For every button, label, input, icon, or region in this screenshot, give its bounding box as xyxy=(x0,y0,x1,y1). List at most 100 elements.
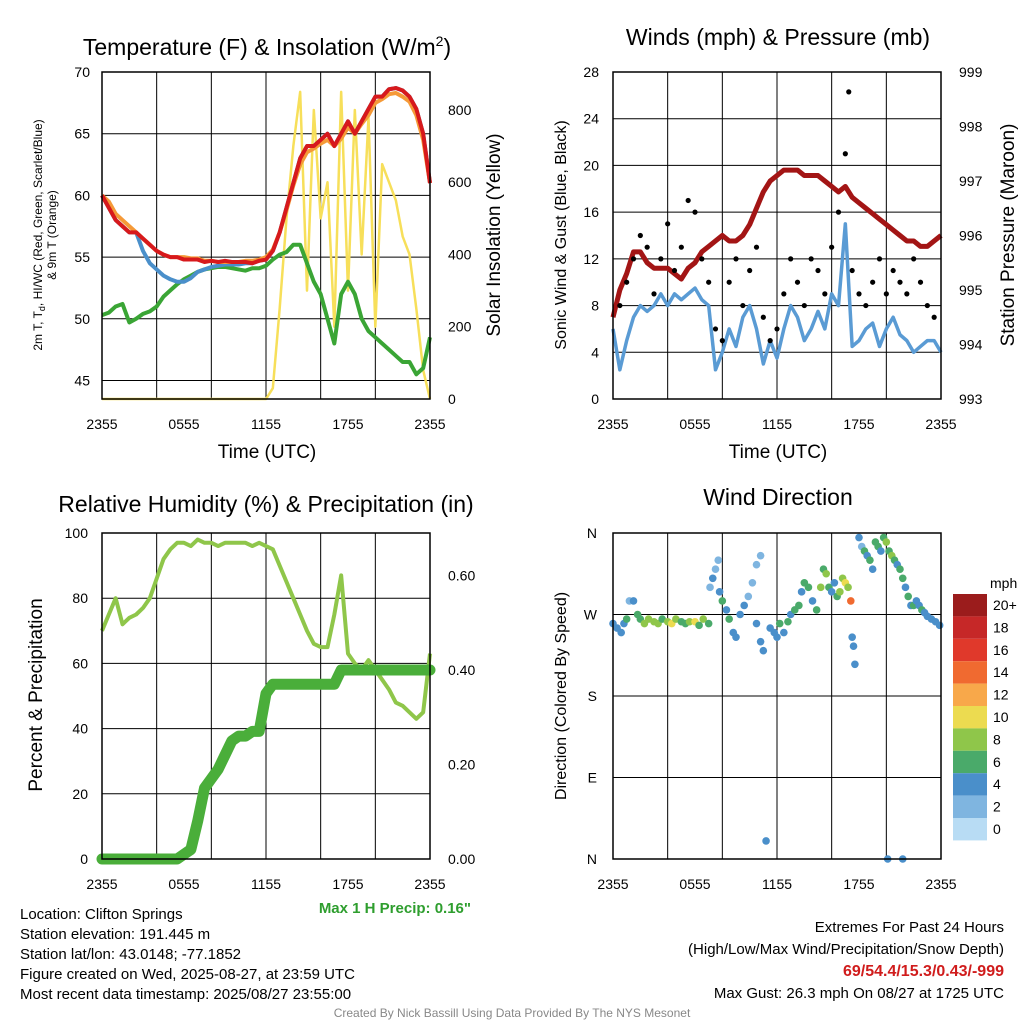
gust-point xyxy=(658,256,664,262)
temp-x-tick-label: 1155 xyxy=(251,416,281,432)
temp-right-axis-label: Solar Insolation (Yellow) xyxy=(484,133,505,336)
gust-point xyxy=(685,197,691,204)
wind-x-tick-label: 2355 xyxy=(597,416,628,432)
gust-point xyxy=(829,244,835,250)
wind-left-tick-label: 24 xyxy=(583,111,599,127)
speed-legend-label: 20+ xyxy=(993,597,1017,613)
wind-panel-title: Winds (mph) & Pressure (mb) xyxy=(626,24,930,50)
direction-point xyxy=(706,583,714,592)
dir-legend-title: mph xyxy=(990,575,1017,591)
rh-x-tick-label: 1155 xyxy=(251,876,281,892)
rh-left-tick-label: 100 xyxy=(65,525,89,541)
direction-point xyxy=(901,583,910,592)
rh-left-tick-label: 60 xyxy=(72,655,88,671)
direction-point xyxy=(748,579,757,587)
speed-legend-swatch xyxy=(953,728,987,751)
gust-point xyxy=(781,291,787,297)
direction-point xyxy=(795,601,803,610)
gust-point xyxy=(911,256,917,262)
direction-point xyxy=(752,560,761,569)
rh-left-tick-label: 0 xyxy=(80,851,88,867)
rh-panel-title: Relative Humidity (%) & Precipitation (i… xyxy=(58,491,473,517)
direction-point xyxy=(830,579,839,587)
direction-point xyxy=(752,619,761,628)
direction-point xyxy=(718,597,727,605)
temp-series-2m-t xyxy=(100,86,432,266)
dir-x-tick-label: 1155 xyxy=(762,876,792,892)
gust-point xyxy=(801,302,807,309)
created-text: Figure created on Wed, 2025-08-27, at 23… xyxy=(20,966,355,983)
wind-right-tick-label: 996 xyxy=(959,228,983,244)
temp-right-tick-label: 800 xyxy=(448,102,472,118)
direction-point xyxy=(896,565,904,574)
speed-legend-swatch xyxy=(953,706,987,729)
direction-point xyxy=(773,633,781,641)
max-gust-text: Max Gust: 26.3 mph On 08/27 at 1725 UTC xyxy=(713,985,1004,1002)
direction-point xyxy=(904,592,912,601)
speed-legend-swatch xyxy=(953,750,987,774)
credit-text: Created By Nick Bassill Using Data Provi… xyxy=(333,1006,691,1020)
direction-point xyxy=(714,556,723,564)
direction-point xyxy=(699,615,707,623)
direction-point xyxy=(855,533,863,542)
direction-point xyxy=(695,621,703,630)
temp-left-tick-label: 60 xyxy=(74,187,90,203)
gust-point xyxy=(904,291,910,297)
gust-point xyxy=(856,291,862,297)
wind-x-tick-label: 1755 xyxy=(843,416,874,432)
direction-point xyxy=(780,628,788,637)
direction-point xyxy=(704,619,713,628)
gust-point xyxy=(665,221,671,227)
speed-legend-swatch xyxy=(953,683,987,706)
gust-point xyxy=(624,279,630,285)
gust-point xyxy=(671,267,678,274)
direction-point xyxy=(882,538,891,546)
wind-right-tick-label: 997 xyxy=(959,173,983,189)
rh-right-tick-label: 0.60 xyxy=(448,568,475,584)
speed-legend-swatch xyxy=(953,638,987,662)
speed-legend-label: 8 xyxy=(993,731,1001,747)
wind-right-tick-label: 998 xyxy=(959,119,983,135)
direction-point xyxy=(868,565,877,574)
extremes-values: 69/54.4/15.3/0.43/-999 xyxy=(842,963,1004,980)
elevation-text: Station elevation: 191.445 m xyxy=(20,926,211,943)
gust-point xyxy=(733,256,739,262)
gust-point xyxy=(678,244,684,250)
dir-x-tick-label: 1755 xyxy=(843,876,874,892)
wind-x-tick-label: 2355 xyxy=(925,416,956,432)
direction-point xyxy=(732,633,740,641)
speed-legend-label: 12 xyxy=(993,687,1009,703)
rh-x-tick-label: 2355 xyxy=(86,876,117,892)
gust-point xyxy=(774,326,780,332)
temp-left-tick-label: 55 xyxy=(74,249,90,265)
speed-legend-swatch xyxy=(953,594,987,617)
gust-point xyxy=(740,302,746,309)
temp-left-tick-label: 65 xyxy=(74,126,90,142)
temp-left-axis-label-line2: & 9m T (Orange) xyxy=(45,190,59,280)
gust-point xyxy=(835,209,842,215)
wind-left-tick-label: 16 xyxy=(583,204,599,220)
gust-point xyxy=(822,291,828,297)
gust-point xyxy=(637,232,643,239)
direction-point xyxy=(617,628,625,637)
direction-point xyxy=(784,617,792,626)
direction-point xyxy=(629,597,638,605)
wind-right-tick-label: 995 xyxy=(959,282,983,298)
gust-point xyxy=(815,267,821,274)
gust-point xyxy=(747,267,753,274)
dir-plot-frame xyxy=(612,532,942,860)
dir-panel-title: Wind Direction xyxy=(703,484,853,510)
temp-left-tick-label: 70 xyxy=(74,64,90,80)
gust-point xyxy=(849,267,855,274)
speed-legend-swatch xyxy=(953,818,987,841)
rh-left-tick-label: 20 xyxy=(72,786,88,802)
pressure-line xyxy=(610,167,943,318)
speed-legend-swatch xyxy=(953,616,987,639)
speed-legend-label: 14 xyxy=(993,664,1009,680)
gust-point xyxy=(651,291,657,297)
wind-left-tick-label: 4 xyxy=(591,344,599,360)
temp-right-tick-label: 0 xyxy=(448,391,456,407)
dir-left-tick-label: S xyxy=(588,688,597,704)
direction-point xyxy=(775,619,784,628)
wind-left-tick-label: 28 xyxy=(583,64,599,80)
